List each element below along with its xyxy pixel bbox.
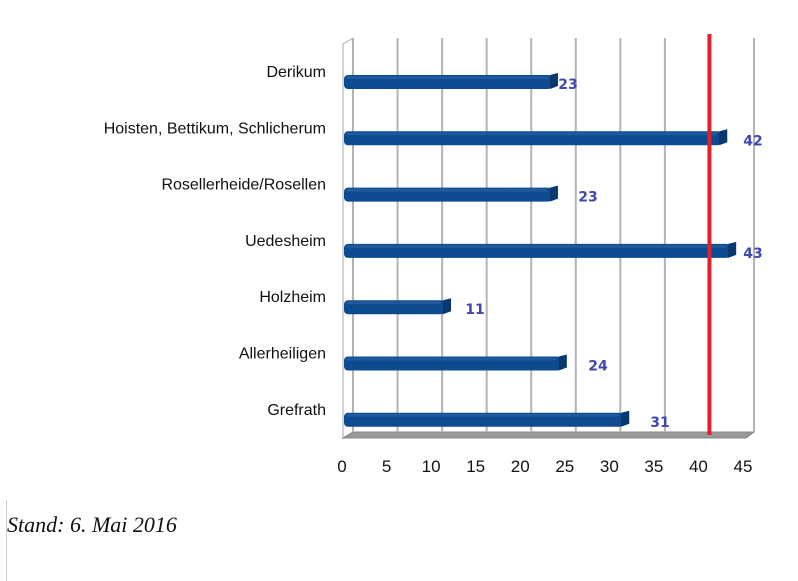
bar-highlight — [346, 188, 548, 192]
divider — [6, 500, 7, 581]
category-label: Holzheim — [259, 289, 326, 306]
data-label: 23 — [578, 190, 597, 206]
data-label: 24 — [588, 359, 608, 375]
bar-highlight — [346, 301, 442, 305]
x-tick-label: 10 — [422, 457, 441, 476]
date-note: Stand: 6. Mai 2016 — [7, 512, 177, 537]
data-label: 23 — [558, 77, 577, 93]
bar-end-cap — [558, 354, 567, 371]
category-label: Allerheiligen — [239, 346, 326, 363]
bar-highlight — [346, 413, 620, 417]
bar-end-cap — [621, 410, 630, 427]
data-label: 42 — [743, 133, 762, 149]
bar-end-cap — [443, 298, 452, 315]
bar-chart: 0 5 10 15 20 25 30 35 40 45 Derikum 23 Hoisten, Bett… — [104, 34, 763, 476]
bar-end-cap — [549, 73, 558, 89]
category-label: Uedesheim — [245, 233, 326, 250]
bar-highlight — [346, 132, 718, 136]
x-tick-label: 40 — [689, 457, 708, 476]
bar-highlight — [346, 244, 727, 248]
x-tick-label: 5 — [382, 457, 391, 476]
data-label: 11 — [465, 302, 484, 318]
bar-highlight — [346, 357, 557, 361]
side-wall — [342, 37, 354, 439]
x-tick-label: 20 — [511, 457, 530, 476]
data-label: 43 — [743, 246, 762, 262]
category-label: Rosellerheide/Rosellen — [161, 177, 326, 194]
floor — [341, 431, 756, 439]
x-tick-label: 0 — [337, 457, 346, 476]
bar-end-cap — [719, 129, 728, 146]
bar-end-cap — [728, 241, 737, 258]
x-tick-label: 30 — [600, 457, 619, 476]
x-tick-label: 35 — [644, 457, 663, 476]
bar-highlight — [346, 76, 548, 79]
category-label: Grefrath — [267, 402, 326, 419]
x-tick-label: 15 — [466, 457, 485, 476]
category-label: Hoisten, Bettikum, Schlicherum — [104, 120, 326, 137]
x-tick-label: 45 — [734, 457, 753, 476]
category-label: Derikum — [266, 64, 326, 81]
bar-end-cap — [549, 185, 558, 202]
data-label: 31 — [650, 415, 669, 431]
x-tick-label: 25 — [555, 457, 574, 476]
